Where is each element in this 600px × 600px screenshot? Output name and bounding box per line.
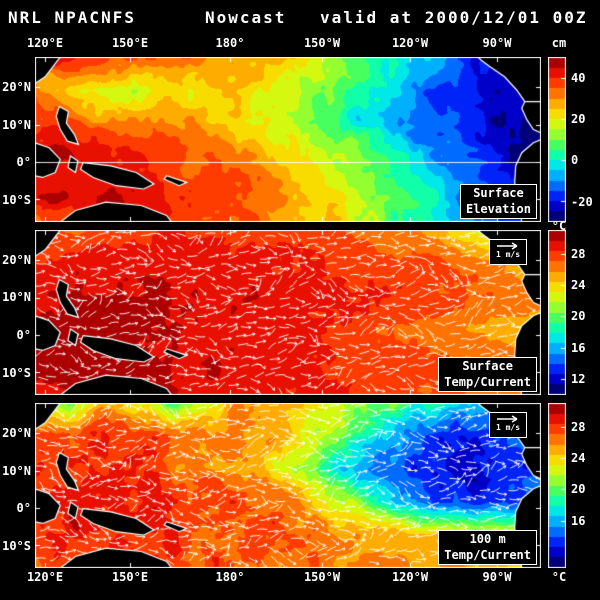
panel-tag-line: Temp/Current (444, 374, 531, 389)
vector-arrow-icon (497, 415, 518, 423)
panel-tag-surface-elevation: Surface Elevation (459, 184, 537, 220)
lon-label-top-150w: 150°W (303, 36, 341, 50)
colorbar-elevation (548, 57, 566, 222)
title-nowcast: Nowcast (205, 8, 287, 27)
cbar2-tick-16: 16 (571, 341, 586, 355)
cbar3-tick-20: 20 (571, 482, 586, 496)
panel-tag-line: 100 m (469, 532, 506, 546)
cbar3-tick-24: 24 (571, 451, 586, 465)
lat-label-p1-10s: 10°S (2, 193, 31, 207)
cbar1-tick-m20: -20 (571, 195, 593, 209)
lat-label-p3-10s: 10°S (2, 539, 31, 553)
surface-elevation-heatmap (35, 57, 541, 222)
title-validtime: valid at 2000/12/01 00Z (320, 8, 588, 27)
cbar2-tick-28: 28 (571, 247, 586, 261)
lon-label-top-150e: 150°E (111, 36, 149, 50)
panel-tag-surface-temp-current: Surface Temp/Current (438, 357, 537, 393)
lon-label-top-120w: 120°W (391, 36, 429, 50)
lat-label-p1-20n: 20°N (2, 80, 31, 94)
lat-label-p1-10n: 10°N (2, 118, 31, 132)
cbar1-tick-0: 0 (571, 153, 579, 167)
lon-label-top-120e: 120°E (26, 36, 64, 50)
lat-label-p3-0: 0° (16, 501, 31, 515)
lat-label-p2-0: 0° (16, 328, 31, 342)
colorbar-100m (548, 403, 566, 568)
title-model: NRL NPACNFS (8, 8, 136, 27)
lon-label-bottom-120e: 120°E (26, 570, 64, 584)
vector-scale-legend: 1 m/s (489, 239, 527, 265)
cbar2-tick-12: 12 (571, 372, 586, 386)
cbar1-tick-40: 40 (571, 71, 586, 85)
colorbar-unit-cm: cm (551, 36, 567, 50)
lon-label-bottom-180: 180° (215, 570, 245, 584)
cbar3-tick-28: 28 (571, 420, 586, 434)
cbar2-tick-24: 24 (571, 278, 586, 292)
lon-label-bottom-90w: 90°W (482, 570, 512, 584)
vector-arrow-icon (497, 242, 518, 250)
cbar3-tick-16: 16 (571, 514, 586, 528)
lat-label-p3-10n: 10°N (2, 464, 31, 478)
colorbar-unit-degc-mid: °C (551, 219, 567, 233)
lat-label-p2-20n: 20°N (2, 253, 31, 267)
vector-scale-label: 1 m/s (495, 250, 521, 259)
panel-tag-line: Surface (462, 359, 513, 373)
cbar2-tick-20: 20 (571, 309, 586, 323)
panel-tag-line: Temp/Current (444, 547, 531, 562)
lat-label-p2-10s: 10°S (2, 366, 31, 380)
vector-scale-label: 1 m/s (495, 423, 521, 432)
vector-scale-legend: 1 m/s (489, 412, 527, 438)
panel-tag-100m-temp-current: 100 m Temp/Current (438, 530, 537, 566)
lon-label-bottom-150w: 150°W (303, 570, 341, 584)
panel-tag-line: Elevation (465, 201, 531, 216)
lon-label-top-180: 180° (215, 36, 245, 50)
colorbar-sst (548, 230, 566, 395)
lon-label-bottom-120w: 120°W (391, 570, 429, 584)
lat-label-p1-0: 0° (16, 155, 31, 169)
panel-tag-line: Surface (473, 186, 524, 200)
lon-label-bottom-150e: 150°E (111, 570, 149, 584)
lat-label-p3-20n: 20°N (2, 426, 31, 440)
lat-label-p2-10n: 10°N (2, 290, 31, 304)
lon-label-top-90w: 90°W (482, 36, 512, 50)
colorbar-unit-degc-bottom: °C (551, 570, 567, 584)
cbar1-tick-20: 20 (571, 112, 586, 126)
